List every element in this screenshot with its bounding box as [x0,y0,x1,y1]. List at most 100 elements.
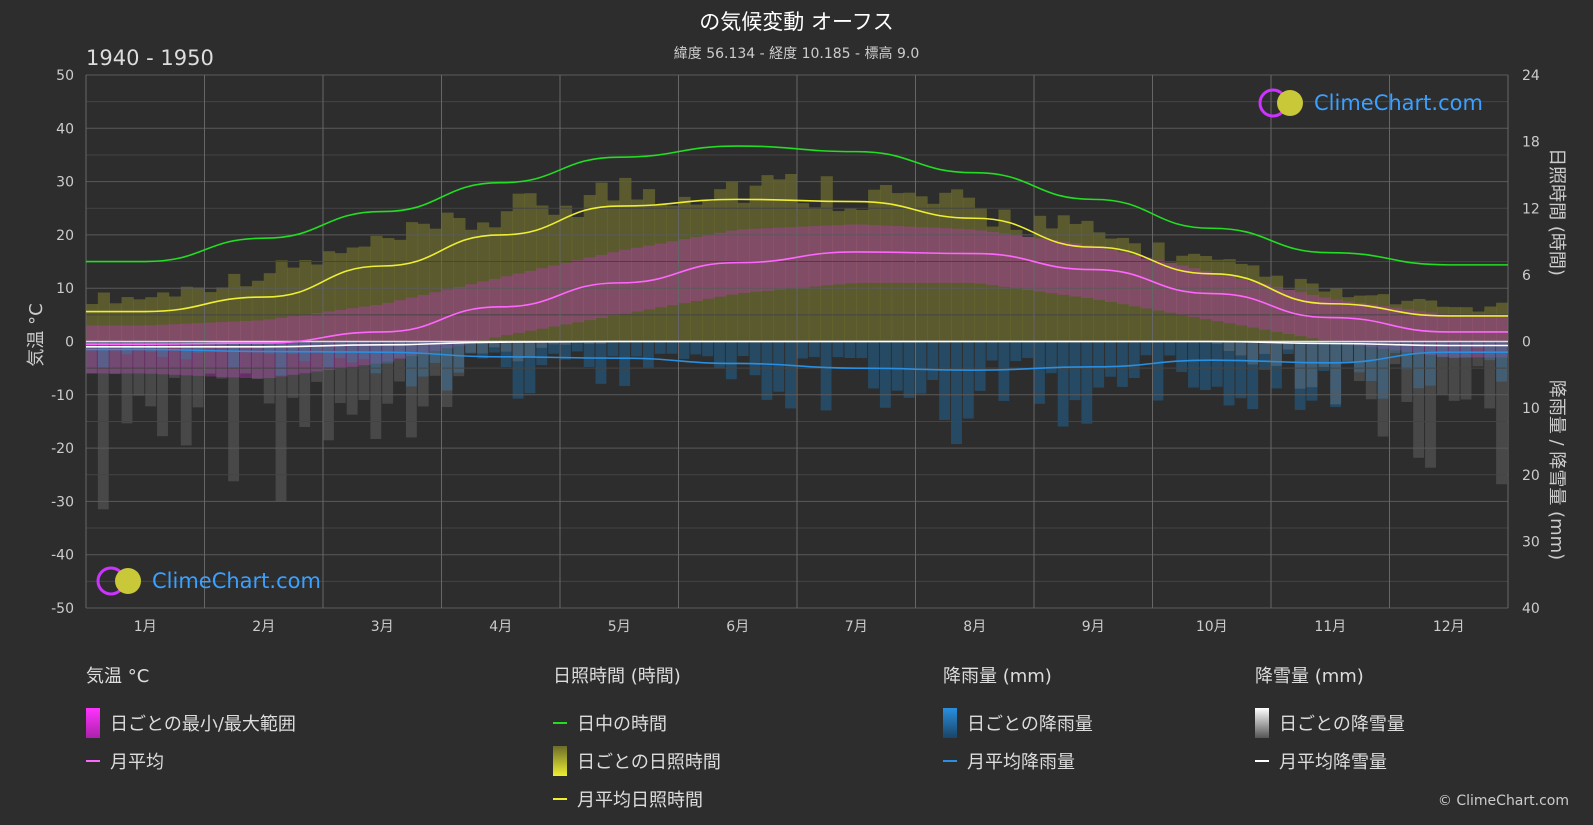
left-tick-label: 50 [56,68,74,84]
sunshine-bar [1116,237,1130,342]
legend-title: 降雪量 (mm) [1255,666,1364,687]
axis-ticks: 50 40 30 20 10 0 -10 -20 -30 -40 -50 24 18 12 6 0 10 20 30… [51,68,1540,635]
sunshine-bar [1377,294,1390,342]
temp-range-bar [974,230,987,284]
rain-bar [891,341,903,391]
sunshine-bar [1034,215,1047,342]
right-axis-label-sunshine: 日照時間 (時間) [1546,148,1567,276]
rain-bar [370,341,382,374]
period-label: 1940 - 1950 [86,46,214,70]
snow-bar [1223,341,1235,352]
temp-range-bar [761,228,774,291]
rain-bar [251,341,263,349]
temp-range-bar [1247,281,1260,328]
temp-range-bar [856,224,869,283]
temp-range-bar [1081,244,1094,299]
rain-bar [595,341,607,384]
legend-label: 日ごとの最小/最大範囲 [110,714,296,735]
temp-range-bar [1259,284,1272,330]
sunshine-bar [998,209,1011,342]
rain-bar [962,341,974,419]
sunshine-bar [820,176,833,342]
sunshine-bar [702,201,715,342]
snow-bar [311,341,322,382]
month-label: 10月 [1196,619,1228,635]
rain-bar [1377,341,1389,399]
sunshine-bar [962,197,976,342]
rain-bar [868,341,879,389]
sunshine-bar [1128,243,1141,342]
snow-bar [180,341,192,446]
snow-bar [536,341,548,348]
sunshine-bar [477,222,490,342]
legend-sunshine: 日照時間 (時間) 日中の時間 日ごとの日照時間 月平均日照時間 [553,662,721,818]
copyright: © ClimeChart.com [1437,793,1569,809]
snow-bar [524,341,536,358]
rain-bar [1199,341,1211,390]
snow-bar [1377,341,1389,437]
legend-item: 月平均降雨量 [943,742,1093,780]
sunshine-bar [1294,278,1307,342]
rain-bar [1425,341,1436,386]
rain-bar [441,341,453,391]
snow-bar [512,341,524,362]
sunshine-bar [642,189,656,342]
sunshine-bar [832,211,845,342]
temp-range-bar [666,241,679,306]
rain-bar [654,341,666,354]
chart-subtitle: 緯度 56.134 - 経度 10.185 - 標高 9.0 [673,46,920,62]
legend-swatch [86,760,100,762]
temp-range-bar [240,320,253,379]
sunshine-bar [263,273,276,342]
sunshine-bar [346,247,359,342]
sunshine-bar [1306,283,1319,342]
temp-range-bar [1128,254,1141,307]
rain-bar [1484,341,1496,361]
sunshine-bar [844,208,857,342]
temp-range-bar [1211,273,1224,322]
rain-bar [1057,341,1069,427]
temp-range-bar [1223,276,1236,324]
snow-bar [1448,341,1460,401]
sunshine-bar [1176,255,1189,342]
sunshine-bar [868,189,881,342]
temp-range-bar [560,262,573,325]
snow-bar [299,341,311,427]
month-label: 5月 [608,619,631,635]
sunshine-bar [204,292,217,342]
temp-range-bar [512,273,525,333]
temp-range-bar [1093,246,1106,300]
sunshine-bar [1199,255,1213,342]
temp-range-bar [536,268,549,329]
right-tick-label-sunshine: 12 [1522,201,1540,217]
sunshine-bar [737,202,750,342]
sunshine-bar [1342,297,1355,342]
legend-title: 気温 °C [86,666,150,687]
snow-bar [429,341,441,376]
legend-title: 日照時間 (時間) [553,666,681,687]
sunshine-bar [512,193,525,342]
sunshine-bar [690,204,703,342]
rain-bar [631,341,642,357]
sunshine-bar [1022,236,1035,342]
snow-bar [1211,341,1223,344]
sunshine-bar [1105,238,1118,342]
sunshine-bar [974,208,987,342]
temp-range-bar [951,228,964,283]
temp-range-bar [453,286,466,346]
rain-bar [642,341,654,368]
temp-range-bar [903,226,916,283]
temp-range-bar [548,265,561,327]
snow-bar [168,341,180,378]
sunshine-bar [761,175,774,342]
temp-range-bar [299,314,312,374]
temp-range-bar [1448,314,1461,358]
rain-bar [1413,341,1425,389]
rain-bar [583,341,595,367]
rain-bar [1342,341,1353,361]
sunshine-bar [453,217,466,342]
temp-range-bar [571,260,584,323]
temp-range-bar [915,227,928,283]
rain-bar [1105,341,1116,377]
sunshine-bar [1211,259,1224,342]
